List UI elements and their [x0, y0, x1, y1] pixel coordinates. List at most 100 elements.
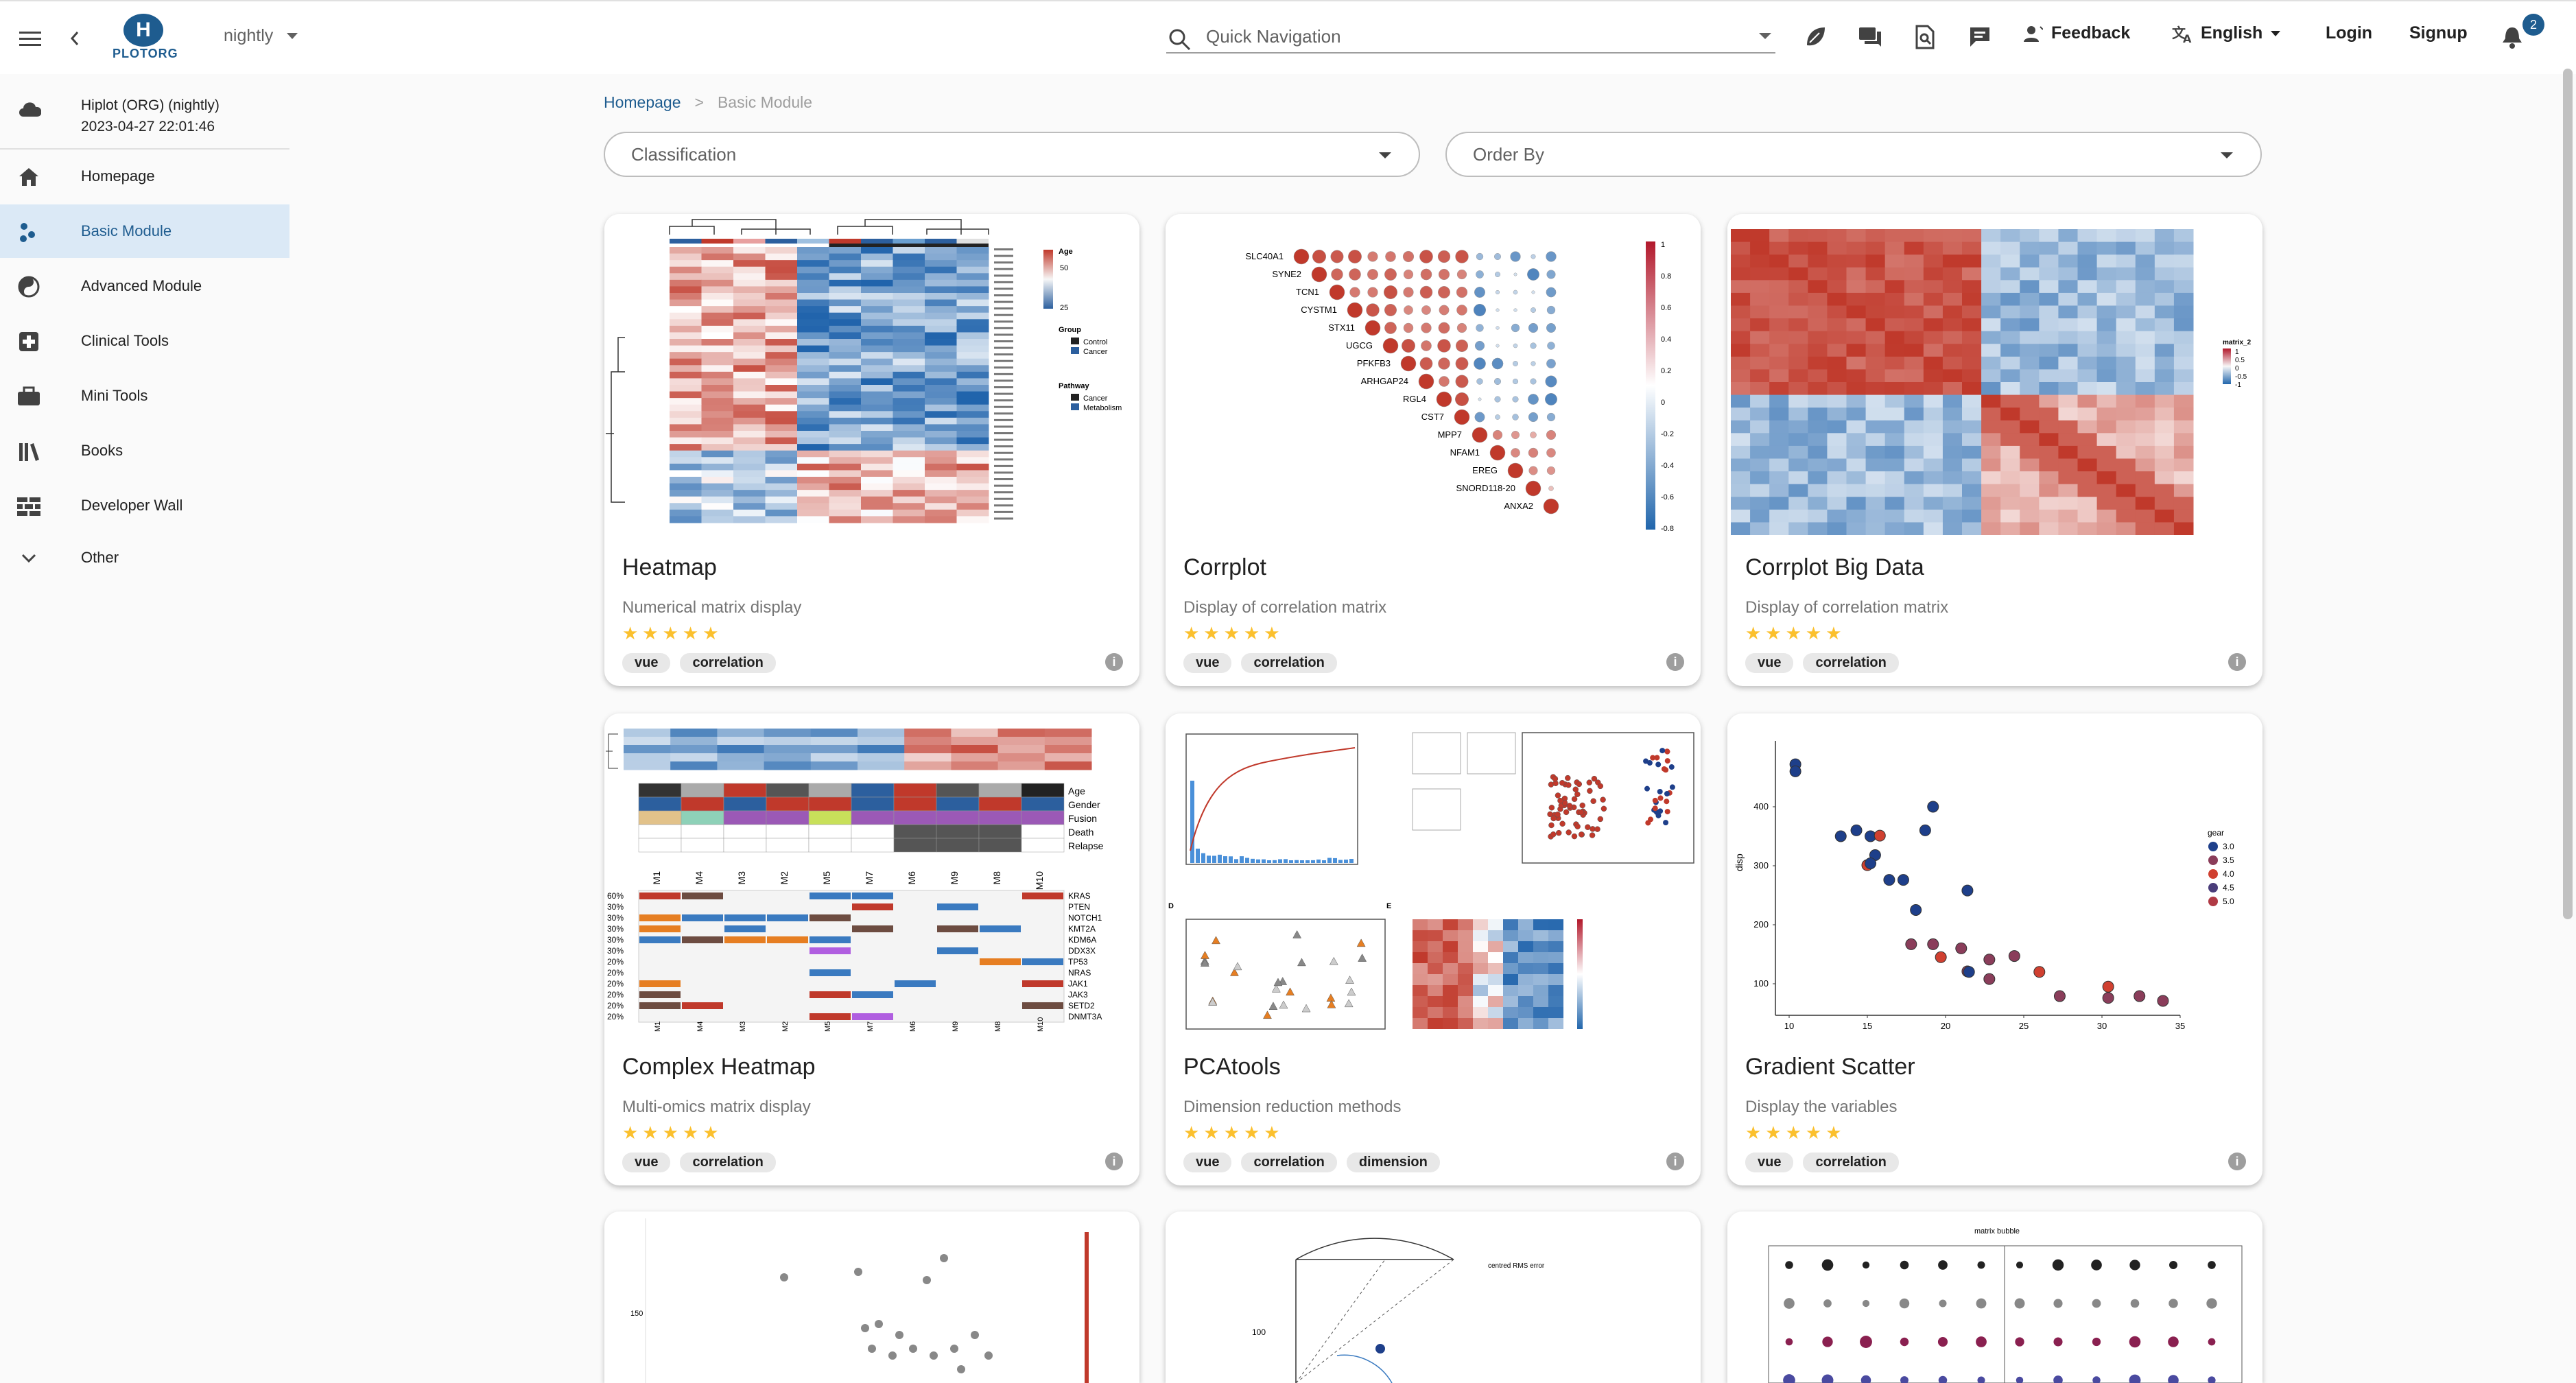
card-title[interactable]: PCAtools — [1183, 1054, 1281, 1080]
loadings-panel — [1185, 919, 1386, 1030]
tag-chip[interactable]: correlation — [1241, 653, 1337, 673]
sidebar-item-developer-wall[interactable]: Developer Wall — [0, 479, 289, 532]
chart-mark — [2000, 445, 2020, 459]
sidebar-item-advanced-module[interactable]: Advanced Module — [0, 259, 289, 313]
chart-mark — [1962, 305, 1982, 319]
module-card-partial[interactable]: 150 — [604, 1211, 1139, 1383]
chart-mark — [1942, 471, 1963, 485]
login-button[interactable]: Login — [2326, 23, 2373, 43]
tag-list: vue correlation dimension — [1183, 1152, 1440, 1172]
sidebar-item-books[interactable]: Books — [0, 424, 289, 477]
chart-mark — [765, 358, 798, 366]
card-title[interactable]: Gradient Scatter — [1745, 1054, 1915, 1080]
module-card-corrplot[interactable]: SLC40A1 SYNE2 TCN1 CYSTM1 STX11 UGCG PFKFB3 ARH… — [1166, 214, 1701, 686]
tag-chip[interactable]: vue — [622, 1152, 671, 1172]
info-icon[interactable]: i — [1666, 653, 1684, 671]
info-icon[interactable]: i — [1105, 1152, 1123, 1170]
chart-mark — [733, 385, 766, 392]
module-card-complex-heatmap[interactable]: Age Gender Fusion Death Relapse M1 M4 M3 M2 M5 M7… — [604, 713, 1139, 1185]
tag-chip[interactable]: correlation — [1241, 1152, 1337, 1172]
chart-mark — [1512, 414, 1519, 421]
order-by-select[interactable]: Order By — [1445, 132, 2262, 177]
chart-mark — [797, 404, 829, 412]
chart-mark — [829, 444, 862, 451]
chart-mark — [1044, 761, 1092, 770]
chart-mark — [2116, 407, 2136, 421]
classification-select[interactable]: Classification — [604, 132, 1420, 177]
legend-label: 4.5 — [2223, 883, 2234, 893]
leaf-icon[interactable] — [1800, 22, 1830, 52]
search-input[interactable] — [1206, 25, 1727, 47]
logo-mark[interactable]: H — [123, 14, 163, 47]
tag-chip[interactable]: vue — [622, 653, 671, 673]
chart-mark — [1731, 331, 1751, 344]
chart-mark — [1548, 985, 1563, 996]
signup-button[interactable]: Signup — [2409, 23, 2468, 43]
caret-down-icon[interactable] — [1759, 33, 1771, 40]
bell-icon[interactable] — [2497, 22, 2527, 52]
chart-mark — [797, 516, 829, 523]
chart-mark — [1750, 407, 1770, 421]
env-selector[interactable]: nightly — [224, 26, 298, 46]
chart-mark — [861, 483, 893, 490]
menu-icon[interactable] — [16, 25, 44, 52]
sidebar-item-homepage[interactable]: Homepage — [0, 150, 289, 203]
chart-mark — [956, 431, 989, 438]
chart-mark — [797, 477, 829, 484]
chart-mark — [1021, 838, 1065, 853]
chart-mark — [1862, 1299, 1870, 1308]
info-icon[interactable]: i — [1666, 1152, 1684, 1170]
tag-chip[interactable]: correlation — [1803, 653, 1899, 673]
chart-mark — [1292, 930, 1302, 938]
chart-mark — [829, 457, 862, 464]
info-icon[interactable]: i — [2228, 653, 2246, 671]
tag-chip[interactable]: vue — [1745, 653, 1794, 673]
info-icon[interactable]: i — [1105, 653, 1123, 671]
chart-mark — [701, 299, 734, 307]
tag-chip[interactable]: dimension — [1346, 1152, 1440, 1172]
chart-mark — [1731, 445, 1751, 459]
chart-mark — [733, 477, 766, 484]
module-card-partial[interactable]: 100 centred RMS error — [1166, 1211, 1701, 1383]
sidebar-item-mini-tools[interactable]: Mini Tools — [0, 369, 289, 423]
tag-chip[interactable]: vue — [1183, 653, 1232, 673]
sidebar-item-basic-module[interactable]: Basic Module — [0, 204, 289, 258]
chart-mark — [1413, 952, 1428, 963]
page-scrollbar[interactable] — [2563, 69, 2573, 919]
module-card-corrplot-big-data[interactable]: matrix_2 1 0.5 0 -0.5 -1 Corrplot Big Da… — [1727, 214, 2262, 686]
tag-chip[interactable]: correlation — [680, 653, 776, 673]
chart-mark — [797, 266, 829, 274]
chart-mark — [2020, 382, 2040, 396]
tag-chip[interactable]: correlation — [1803, 1152, 1899, 1172]
chat-bubble-icon[interactable] — [1965, 22, 1995, 52]
feedback-button[interactable]: Feedback — [2024, 23, 2130, 43]
tag-chip[interactable]: vue — [1745, 1152, 1794, 1172]
forum-icon[interactable] — [1855, 22, 1885, 52]
tag-chip[interactable]: vue — [1183, 1152, 1232, 1172]
chart-mark — [701, 503, 734, 510]
scatter-point — [1905, 938, 1917, 950]
breadcrumb-home-link[interactable]: Homepage — [604, 93, 681, 111]
org-timestamp: 2023-04-27 22:01:46 — [81, 119, 215, 134]
info-icon[interactable]: i — [2228, 1152, 2246, 1170]
back-chevron-icon[interactable] — [64, 25, 85, 52]
chart-mark — [1545, 393, 1557, 405]
chart-mark — [1942, 344, 1963, 357]
tag-chip[interactable]: correlation — [680, 1152, 776, 1172]
chart-mark — [2169, 1299, 2178, 1308]
card-title[interactable]: Corrplot — [1183, 554, 1266, 580]
sidebar-item-clinical-tools[interactable]: Clinical Tools — [0, 314, 289, 368]
card-title[interactable]: Complex Heatmap — [622, 1054, 816, 1080]
chart-mark — [1981, 267, 2001, 281]
card-title[interactable]: Corrplot Big Data — [1745, 554, 1924, 580]
chart-mark — [851, 796, 895, 812]
chart-mark — [701, 516, 734, 523]
module-card-heatmap[interactable]: Age 50 25 Group Control Cancer Pathway C… — [604, 214, 1139, 686]
module-card-gradient-scatter[interactable]: disp 400 300 200 100 10 15 20 25 30 35 gear 3.0 3… — [1727, 713, 2262, 1185]
sidebar-item-other[interactable]: Other — [0, 531, 289, 584]
find-in-page-icon[interactable] — [1910, 22, 1940, 52]
module-card-partial[interactable]: matrix bubble — [1727, 1211, 2262, 1383]
module-card-pcatools[interactable]: D E PCAtools Dimension reduction methods… — [1166, 713, 1701, 1185]
card-title[interactable]: Heatmap — [622, 554, 717, 580]
